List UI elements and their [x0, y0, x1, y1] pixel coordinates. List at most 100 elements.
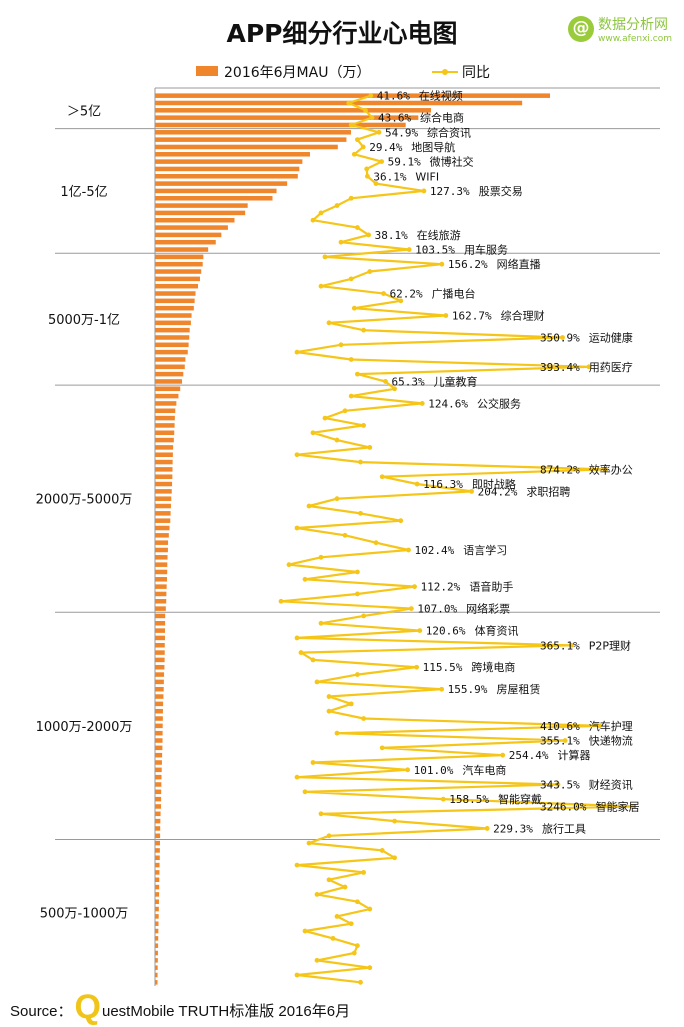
annotation-industry: 用车服务	[464, 243, 508, 257]
mau-bar	[155, 708, 163, 714]
mau-bar	[155, 774, 162, 780]
annotation-pct: 29.4%	[369, 141, 402, 154]
yoy-point	[439, 686, 445, 692]
mau-bar	[155, 965, 158, 970]
annotation-pct: 54.9%	[385, 126, 418, 139]
yoy-point	[326, 877, 332, 883]
yoy-point	[440, 796, 446, 802]
mau-bar	[155, 452, 173, 458]
mau-bar	[155, 657, 165, 663]
yoy-point	[286, 562, 292, 568]
source-prefix: Source：	[10, 1003, 73, 1020]
mau-bar	[155, 335, 190, 340]
yoy-point	[294, 525, 300, 531]
mau-bar	[155, 467, 173, 472]
yoy-point	[392, 386, 397, 392]
annotation-pct: 112.2%	[421, 581, 461, 594]
annotation-pct: 103.5%	[415, 244, 455, 257]
mau-bar	[155, 518, 171, 523]
mau-bar	[155, 936, 159, 941]
mau-bar	[155, 445, 174, 450]
yoy-point	[294, 349, 300, 355]
annotation-industry: 在线旅游	[417, 228, 461, 242]
yoy-point	[302, 789, 308, 795]
annotation-pct: 107.0%	[417, 603, 457, 616]
mau-bar	[155, 738, 163, 743]
annotation-pct: 43.6%	[378, 112, 411, 125]
annotation-pct: 36.1%	[373, 170, 406, 183]
mau-bar	[155, 305, 194, 311]
annotation-industry: 公交服务	[477, 396, 521, 410]
yoy-point	[367, 906, 373, 912]
yoy-point	[348, 357, 354, 362]
yoy-point	[361, 327, 366, 333]
annotation-pct: 229.3%	[493, 822, 533, 835]
mau-bar	[155, 511, 171, 516]
mau-bar	[155, 620, 166, 626]
yoy-point	[419, 401, 425, 406]
yoy-point	[358, 979, 363, 985]
yoy-point	[381, 291, 386, 296]
annotation-pct: 59.1%	[388, 156, 421, 169]
mau-bar	[155, 320, 191, 326]
yoy-point	[342, 408, 348, 414]
yoy-point	[314, 679, 320, 685]
group-label: 5000万-1亿	[48, 313, 120, 328]
mau-bar	[155, 782, 162, 787]
yoy-point	[562, 738, 568, 743]
mau-bar	[155, 789, 162, 795]
yoy-point	[338, 239, 344, 245]
mau-bar	[155, 833, 161, 839]
yoy-point	[348, 921, 354, 927]
mau-bar	[155, 628, 166, 633]
annotation-industry: 计算器	[558, 748, 591, 762]
mau-bar	[155, 159, 303, 164]
mau-bar	[155, 650, 165, 655]
logo-url: www.afenxi.com	[598, 34, 672, 44]
yoy-point	[405, 767, 411, 773]
annotation-industry: 综合理财	[501, 309, 545, 323]
mau-bar	[155, 818, 161, 824]
yoy-point	[334, 437, 340, 443]
mau-bar	[155, 364, 185, 370]
annotation-industry: 儿童教育	[433, 374, 477, 388]
yoy-point	[326, 694, 332, 699]
mau-bar	[155, 906, 159, 912]
annotation-industry: 汽车护理	[589, 719, 633, 733]
mau-bar	[155, 679, 164, 685]
annotation-industry: 综合电商	[420, 111, 464, 125]
yoy-point	[334, 913, 340, 919]
mau-bar	[155, 716, 163, 721]
mau-bar	[155, 613, 166, 619]
mau-bar	[155, 569, 168, 575]
mau-bar	[155, 884, 160, 890]
annotation-industry: 智能家居	[596, 799, 640, 813]
yoy-point	[322, 415, 328, 421]
mau-bar	[155, 972, 158, 978]
yoy-point	[369, 115, 375, 121]
yoy-point	[355, 371, 360, 377]
chart-title: APP细分行业心电图	[227, 19, 458, 48]
annotation-pct: 124.6%	[428, 397, 468, 410]
yoy-point	[314, 957, 320, 963]
mau-bar	[155, 152, 310, 157]
mau-bar	[155, 664, 165, 670]
site-logo: @ 数据分析网 www.afenxi.com	[568, 14, 672, 44]
yoy-series-line	[279, 94, 634, 984]
mau-bar	[155, 122, 406, 128]
group-label: 500万-1000万	[40, 907, 129, 922]
yoy-point	[408, 606, 414, 612]
mau-bar	[155, 921, 159, 926]
mau-bar	[155, 423, 175, 428]
logo-name: 数据分析网	[598, 17, 669, 33]
mau-bar	[155, 137, 347, 142]
yoy-point	[412, 584, 417, 590]
mau-bar	[155, 950, 158, 956]
annotation-pct: 158.5%	[449, 793, 489, 806]
yoy-point	[398, 518, 404, 524]
yoy-point	[334, 203, 340, 208]
mau-bar	[155, 723, 163, 729]
legend-line-marker	[442, 69, 448, 75]
mau-bar	[155, 188, 277, 194]
